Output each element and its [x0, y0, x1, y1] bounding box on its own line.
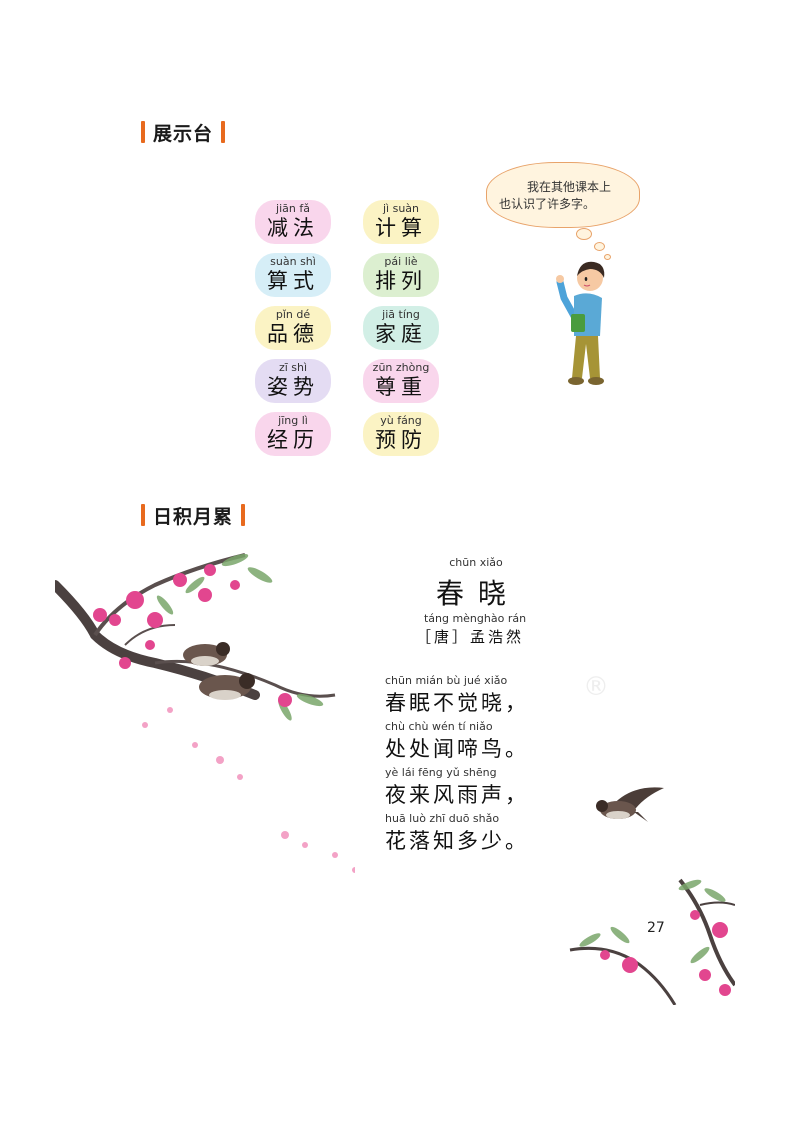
textbook-page: 展示台 jiān fǎ 减法 jì suàn 计算 suàn shì 算式 pái l… [55, 117, 735, 1005]
bubble-dot [594, 242, 605, 251]
section-title-text: 日积月累 [153, 505, 234, 528]
word-hanzi: 减法 [267, 216, 319, 240]
word-pinyin: jiān fǎ [276, 202, 310, 215]
word-pinyin: jiā tíng [382, 308, 420, 321]
page-number: 27 [647, 920, 665, 936]
word-card: jì suàn 计算 [363, 200, 439, 244]
plum-blossom-branch-bottom [569, 878, 735, 1005]
poem-line-pinyin: chūn mián bù jué xiǎo [385, 674, 508, 687]
poem-line-pinyin: yè lái fēng yǔ shēng [385, 766, 497, 779]
poem-author: ［唐］孟浩然 [415, 628, 524, 646]
word-pinyin: jīng lì [278, 414, 308, 427]
word-pinyin: zī shì [278, 361, 308, 374]
poem-title-pinyin: chūn xiǎo [449, 556, 503, 569]
title-bar-left [141, 504, 145, 526]
title-bar-left [141, 121, 145, 143]
poem-line: 处处闻啼鸟。 [385, 737, 529, 761]
word-card: pǐn dé 品德 [255, 306, 331, 350]
word-pinyin: pǐn dé [275, 308, 311, 321]
word-hanzi: 家庭 [375, 322, 427, 346]
word-card: jīng lì 经历 [255, 412, 331, 456]
poem-author-pinyin: táng mènghào rán [423, 612, 527, 625]
bubble-dot [576, 228, 592, 240]
thought-bubble: 我在其他课本上 也认识了许多字。 [486, 162, 640, 228]
registered-mark: ® [583, 672, 609, 702]
word-card: jiā tíng 家庭 [363, 306, 439, 350]
bubble-line: 我在其他课本上 [527, 180, 612, 194]
word-hanzi: 尊重 [375, 375, 427, 399]
plum-blossom-branch [55, 553, 355, 873]
poem-line-pinyin: chù chù wén tí niǎo [385, 720, 493, 733]
boy-illustration [556, 261, 605, 385]
poem-line: 花落知多少。 [385, 829, 529, 853]
poem-line-pinyin: huā luò zhī duō shǎo [385, 812, 500, 825]
word-pinyin: pái liè [384, 255, 418, 268]
title-bar-right [241, 504, 246, 526]
poem-line: 夜来风雨声， [385, 783, 529, 807]
word-hanzi: 预防 [375, 428, 427, 452]
title-bar-right [221, 121, 226, 143]
word-hanzi: 排列 [375, 269, 427, 293]
word-hanzi: 算式 [267, 269, 319, 293]
word-hanzi: 计算 [375, 216, 427, 240]
word-pinyin: zūn zhòng [372, 361, 430, 374]
word-pinyin: yù fáng [380, 414, 422, 427]
word-card: suàn shì 算式 [255, 253, 331, 297]
sparrow-pair [183, 642, 255, 700]
word-hanzi: 经历 [267, 428, 319, 452]
word-card: jiān fǎ 减法 [255, 200, 331, 244]
word-hanzi: 品德 [267, 322, 319, 346]
word-pinyin: suàn shì [270, 255, 316, 268]
bubble-text: 我在其他课本上 也认识了许多字。 [499, 179, 629, 213]
poem-line: 春眠不觉晓， [385, 691, 529, 715]
word-card: pái liè 排列 [363, 253, 439, 297]
word-card: zūn zhòng 尊重 [363, 359, 439, 403]
bubble-dot [604, 254, 611, 260]
word-hanzi: 姿势 [267, 375, 319, 399]
section-title-text: 展示台 [153, 122, 214, 145]
section-title-showcase: 展示台 [141, 117, 226, 147]
flying-sparrow [596, 787, 664, 822]
section-title-daily-accumulation: 日积月累 [141, 500, 246, 530]
word-pinyin: jì suàn [382, 202, 420, 215]
bubble-line: 也认识了许多字。 [499, 197, 596, 211]
word-card: yù fáng 预防 [363, 412, 439, 456]
poem-title: 春晓 [435, 577, 520, 610]
word-card: zī shì 姿势 [255, 359, 331, 403]
